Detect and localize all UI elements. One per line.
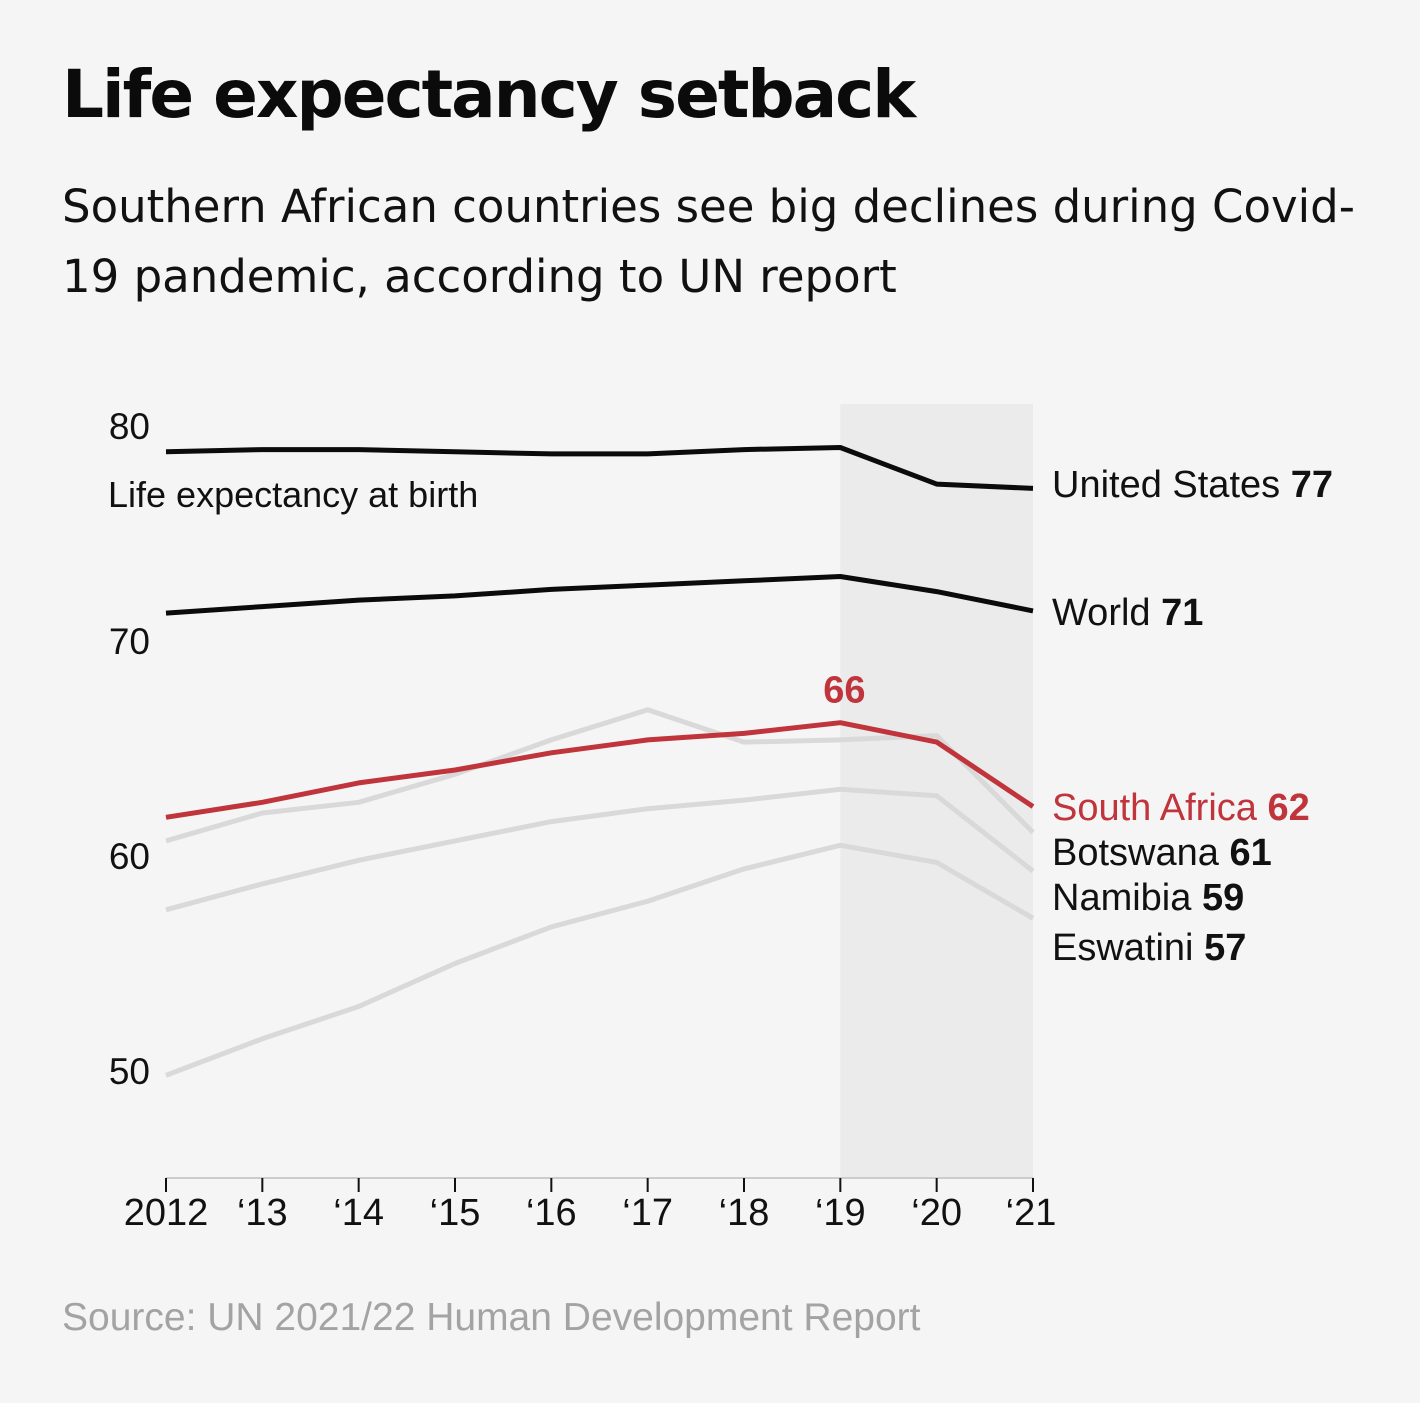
series-line-namibia bbox=[165, 786, 1035, 913]
source-note: Source: UN 2021/22 Human Development Rep… bbox=[62, 1296, 921, 1339]
end-label-eswatini: Eswatini 57 bbox=[1052, 927, 1246, 969]
x-tick-label-4: ‘16 bbox=[526, 1192, 577, 1234]
x-tick-label-7: ‘19 bbox=[815, 1192, 866, 1234]
x-tick-label-8: ‘20 bbox=[911, 1192, 962, 1234]
end-label-value-botswana: 61 bbox=[1229, 832, 1271, 874]
series-line-world bbox=[165, 574, 1034, 616]
y-tick-label-50: 50 bbox=[109, 1051, 150, 1092]
end-label-world: World 71 bbox=[1052, 592, 1203, 634]
x-tick-label-2: ‘14 bbox=[333, 1192, 384, 1234]
x-tick-label-5: ‘17 bbox=[622, 1192, 673, 1234]
series-line-united-states bbox=[165, 445, 1034, 491]
y-tick-label-70: 70 bbox=[109, 621, 150, 662]
end-label-value-united-states: 77 bbox=[1291, 464, 1333, 506]
x-tick-label-1: ‘13 bbox=[237, 1192, 288, 1234]
y-tick-label-80: 80 bbox=[109, 406, 150, 447]
y-tick-label-60: 60 bbox=[109, 836, 150, 877]
chart-title: Life expectancy setback bbox=[62, 56, 916, 133]
end-label-name-world: World bbox=[1052, 592, 1161, 634]
end-label-united-states: United States 77 bbox=[1052, 464, 1333, 506]
end-label-name-botswana: Botswana bbox=[1052, 832, 1229, 874]
x-tick-label-9: ‘21 bbox=[1006, 1192, 1057, 1234]
peak-annotation: 66 bbox=[823, 670, 865, 712]
end-label-name-united-states: United States bbox=[1052, 464, 1291, 506]
series-line-eswatini bbox=[165, 842, 1035, 1078]
end-label-botswana: Botswana 61 bbox=[1052, 832, 1272, 874]
x-tick-label-0: 2012 bbox=[124, 1192, 209, 1234]
end-label-south-africa: South Africa 62 bbox=[1052, 787, 1310, 829]
series-line-botswana bbox=[165, 707, 1035, 844]
series-line-south-africa bbox=[165, 720, 1035, 820]
x-tick-label-3: ‘15 bbox=[430, 1192, 481, 1234]
end-label-value-eswatini: 57 bbox=[1204, 927, 1246, 969]
y-axis-title: Life expectancy at birth bbox=[108, 474, 478, 515]
chart-subtitle: Southern African countries see big decli… bbox=[62, 180, 1355, 303]
end-label-value-world: 71 bbox=[1161, 592, 1203, 634]
end-label-name-south-africa: South Africa bbox=[1052, 787, 1267, 829]
end-label-name-namibia: Namibia bbox=[1052, 877, 1202, 919]
x-tick-label-6: ‘18 bbox=[719, 1192, 770, 1234]
end-label-namibia: Namibia 59 bbox=[1052, 877, 1244, 919]
end-label-value-south-africa: 62 bbox=[1267, 787, 1309, 829]
end-label-name-eswatini: Eswatini bbox=[1052, 927, 1204, 969]
end-label-value-namibia: 59 bbox=[1202, 877, 1244, 919]
